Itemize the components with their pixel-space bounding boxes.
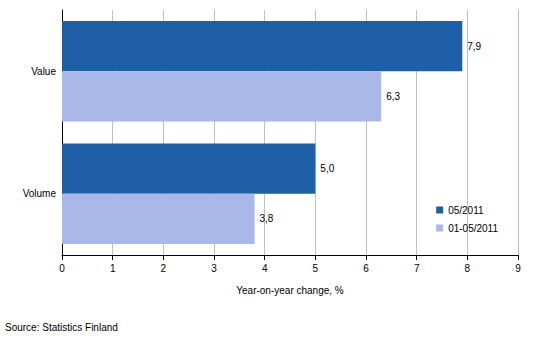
svg-text:05/2011: 05/2011 xyxy=(448,205,484,216)
svg-text:6: 6 xyxy=(363,263,369,274)
svg-text:9: 9 xyxy=(515,263,521,274)
svg-text:6,3: 6,3 xyxy=(386,91,400,102)
svg-text:01-05/2011: 01-05/2011 xyxy=(448,223,498,234)
svg-text:8: 8 xyxy=(465,263,471,274)
svg-text:3: 3 xyxy=(211,263,217,274)
svg-text:4: 4 xyxy=(262,263,268,274)
svg-text:Value: Value xyxy=(31,66,56,77)
svg-text:7,9: 7,9 xyxy=(467,41,481,52)
svg-text:0: 0 xyxy=(59,263,65,274)
svg-text:Volume: Volume xyxy=(23,188,57,199)
svg-text:Year-on-year change, %: Year-on-year change, % xyxy=(236,285,344,296)
svg-text:5,0: 5,0 xyxy=(320,163,334,174)
svg-text:7: 7 xyxy=(414,263,420,274)
svg-text:3,8: 3,8 xyxy=(260,213,274,224)
svg-text:Source: Statistics Finland: Source: Statistics Finland xyxy=(5,322,118,333)
svg-text:2: 2 xyxy=(161,263,167,274)
svg-text:5: 5 xyxy=(313,263,319,274)
svg-text:1: 1 xyxy=(110,263,116,274)
